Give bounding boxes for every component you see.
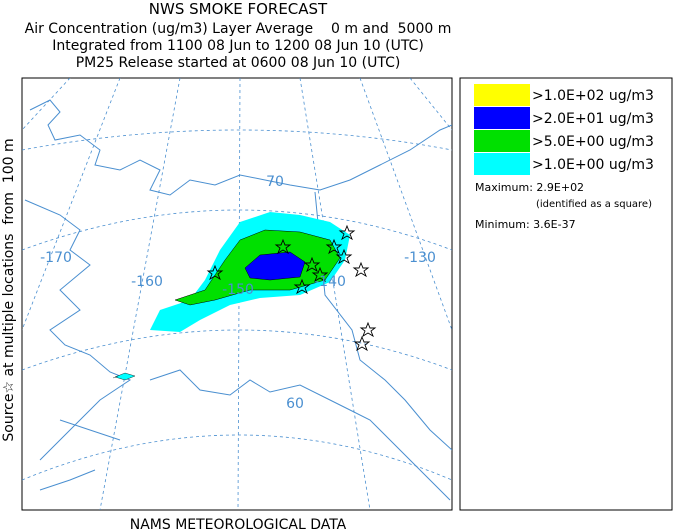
graticule-label: -140 [314, 274, 346, 290]
source-star [338, 224, 356, 241]
legend-label: >1.0E+02 ug/m3 [532, 88, 654, 104]
graticule [409, 78, 452, 131]
graticule-label: 60 [286, 396, 304, 412]
graticule-label: -160 [131, 274, 163, 290]
graticule-label: -170 [40, 250, 72, 266]
graticule [299, 78, 371, 510]
coastline [29, 99, 452, 196]
graticule-label: 70 [266, 174, 284, 190]
source-star [353, 335, 371, 352]
graticule [22, 434, 452, 481]
source-star [325, 238, 343, 255]
graticule [22, 129, 452, 151]
graticule-label: -150 [222, 282, 254, 298]
graticule-label: -130 [404, 250, 436, 266]
source-markers [206, 224, 377, 352]
smoke-level-1 [112, 372, 136, 381]
smoke-level-3 [244, 251, 306, 281]
subtitle: Air Concentration (ug/m3) Layer Average … [25, 21, 452, 37]
source-star [335, 248, 353, 265]
subtitle: PM25 Release started at 0600 08 Jun 10 (… [76, 55, 401, 71]
footer: NAMS METEOROLOGICAL DATA [130, 517, 347, 532]
source-star [293, 278, 311, 295]
title: NWS SMOKE FORECAST [149, 0, 328, 18]
legend-swatch [474, 130, 530, 152]
map-body: 70 -170 -160 -150 -140 -130 60 [22, 78, 452, 510]
subtitle: Integrated from 1100 08 Jun to 1200 08 J… [52, 38, 424, 54]
graticule [359, 78, 452, 331]
maximum-note: (identified as a square) [536, 199, 652, 210]
legend-swatch [474, 107, 530, 129]
source-star [311, 266, 329, 283]
coastline [149, 369, 451, 501]
source-star [303, 256, 321, 273]
source-star [359, 321, 377, 338]
legend-swatch [474, 84, 530, 106]
minimum: Minimum: 3.6E-37 [475, 218, 576, 231]
coastline [24, 199, 132, 461]
legend-label: >2.0E+01 ug/m3 [532, 111, 654, 127]
maximum: Maximum: 2.9E+02 [475, 181, 584, 194]
coastline [39, 419, 121, 491]
source-note: Source☆ at multiple locations from 100 m [1, 138, 17, 441]
legend-label: >1.0E+00 ug/m3 [532, 157, 654, 173]
source-star [206, 264, 224, 281]
graticule [22, 209, 452, 251]
source-star [352, 261, 370, 278]
border [314, 191, 452, 451]
legend-swatch [474, 153, 530, 175]
source-star [274, 238, 292, 255]
legend: >1.0E+02 ug/m3 >2.0E+01 ug/m3 >5.0E+00 ug/… [474, 84, 654, 175]
legend-label: >5.0E+00 ug/m3 [532, 134, 654, 150]
